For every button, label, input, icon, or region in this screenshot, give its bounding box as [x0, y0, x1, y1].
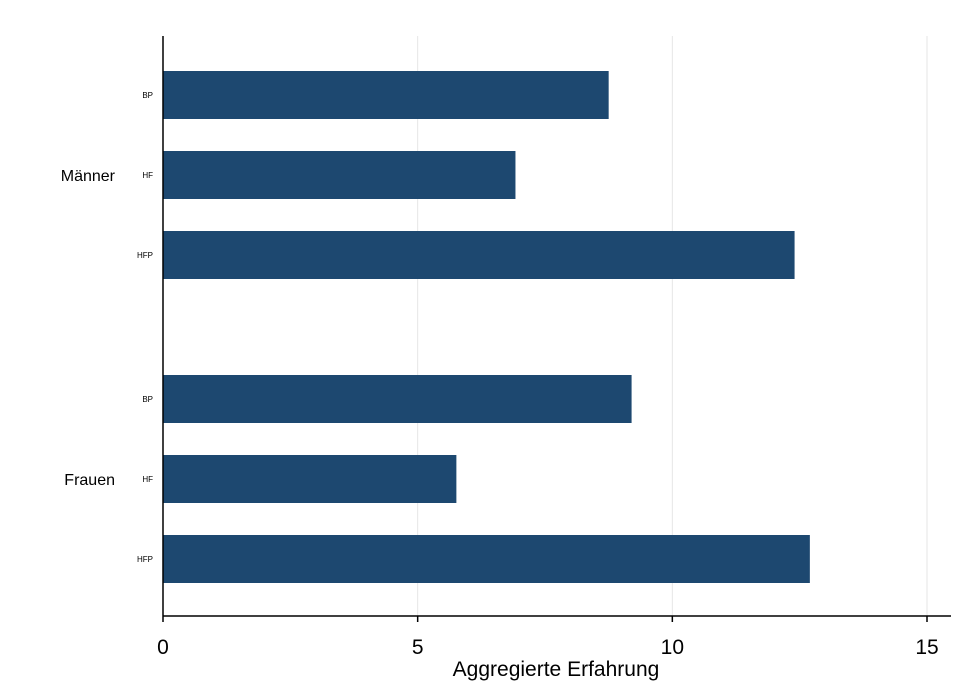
category-label: HFP [137, 555, 153, 564]
group-label: Männer [61, 168, 116, 185]
labels: BP HF HFP Männer BP HF HFP Frauen [61, 91, 153, 564]
x-tick-label: 0 [157, 636, 169, 659]
category-label: HF [142, 171, 153, 180]
x-tick-label: 5 [412, 636, 424, 659]
group-label: Frauen [64, 472, 115, 489]
category-label: BP [142, 395, 153, 404]
bar-mnner-hf [163, 151, 516, 199]
bar-frauen-bp [163, 375, 632, 423]
category-label: BP [142, 91, 153, 100]
gridlines [417, 36, 928, 616]
bars [163, 71, 810, 583]
axes: 0 5 10 15 [157, 36, 951, 659]
bar-mnner-bp [163, 71, 609, 119]
bar-frauen-hfp [163, 535, 810, 583]
category-label: HFP [137, 251, 153, 260]
x-tick-label: 15 [915, 636, 938, 659]
x-axis-title: Aggregierte Erfahrung [453, 658, 660, 681]
bar-mnner-hfp [163, 231, 795, 279]
bar-frauen-hf [163, 455, 457, 503]
x-tick-label: 10 [661, 636, 684, 659]
category-label: HF [142, 475, 153, 484]
